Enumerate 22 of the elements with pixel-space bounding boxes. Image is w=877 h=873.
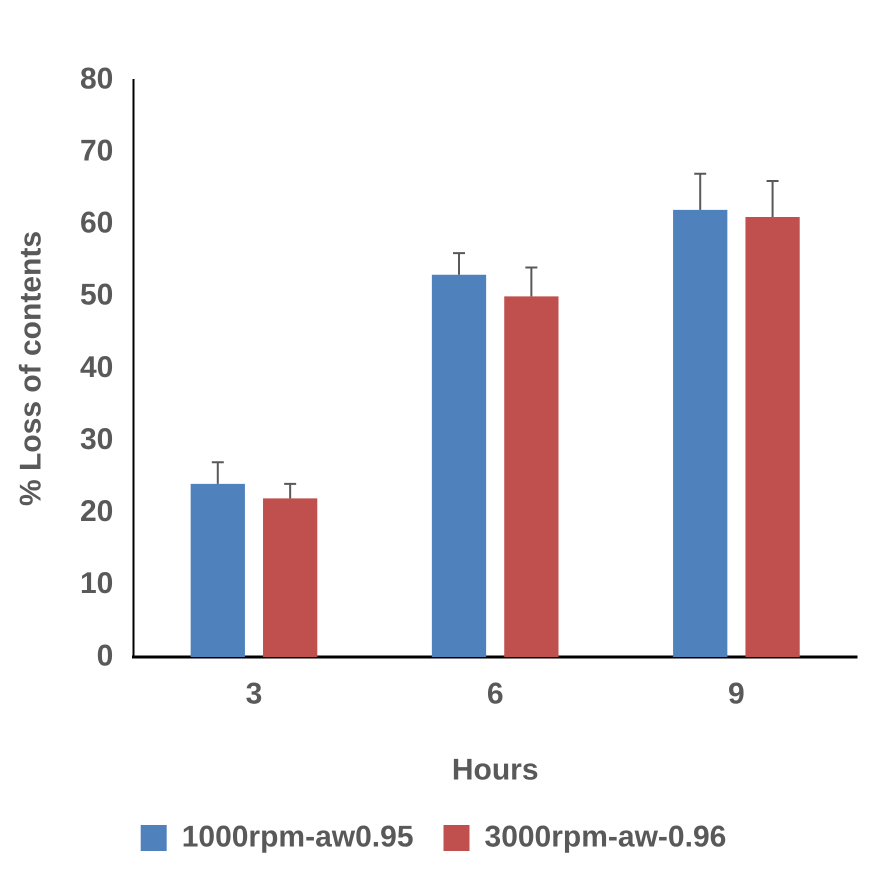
x-tick-label: 3 bbox=[246, 677, 262, 710]
bar bbox=[263, 498, 318, 657]
bar bbox=[190, 484, 245, 657]
x-tick-label: 9 bbox=[728, 677, 745, 710]
bar bbox=[504, 296, 559, 657]
y-axis-title: % Loss of contents bbox=[14, 230, 48, 506]
x-axis-title: Hours bbox=[452, 753, 539, 786]
y-tick-label: 70 bbox=[80, 134, 114, 168]
y-tick-label: 50 bbox=[80, 278, 114, 312]
legend-label: 1000rpm-aw0.95 bbox=[182, 820, 414, 854]
bar bbox=[432, 274, 486, 657]
legend-label: 3000rpm-aw-0.96 bbox=[484, 820, 726, 854]
y-tick-label: 60 bbox=[80, 206, 114, 240]
bar bbox=[745, 217, 800, 657]
y-tick-label: 80 bbox=[80, 62, 114, 96]
x-tick-label: 6 bbox=[486, 677, 504, 710]
y-tick-label: 10 bbox=[80, 567, 114, 600]
y-tick-label: 20 bbox=[80, 495, 114, 528]
bar bbox=[673, 210, 728, 657]
y-tick-label: 0 bbox=[96, 639, 114, 672]
y-tick-label: 40 bbox=[80, 350, 114, 384]
y-tick-label: 30 bbox=[80, 422, 114, 456]
